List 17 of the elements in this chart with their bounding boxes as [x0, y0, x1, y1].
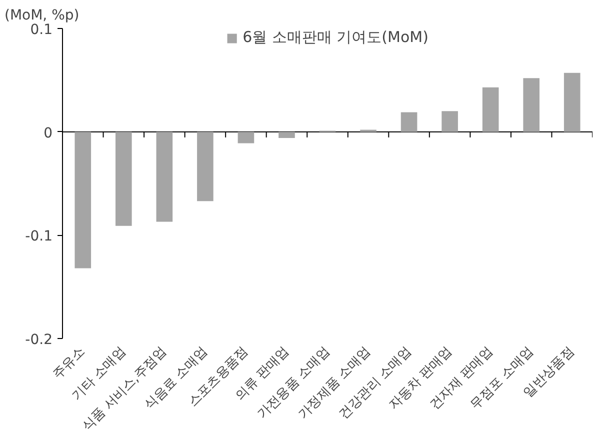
y-tick-label: -0.2 — [25, 332, 53, 348]
bar — [482, 87, 499, 132]
bar — [523, 78, 540, 132]
bar — [400, 112, 418, 132]
y-tick-label: -0.1 — [25, 228, 53, 245]
y-tick-label: 0 — [44, 125, 53, 142]
bar — [116, 132, 132, 226]
y-tick-label: 0.1 — [30, 22, 52, 38]
bar — [156, 132, 173, 222]
bar — [238, 132, 254, 144]
bar — [197, 132, 214, 202]
y-axis-title: (MoM, %p) — [4, 8, 80, 24]
bar — [442, 111, 458, 132]
bar — [74, 132, 92, 268]
bar — [278, 132, 295, 138]
legend-label: 6월 소매판매 기여도(MoM) — [242, 28, 428, 47]
bar — [564, 72, 580, 132]
